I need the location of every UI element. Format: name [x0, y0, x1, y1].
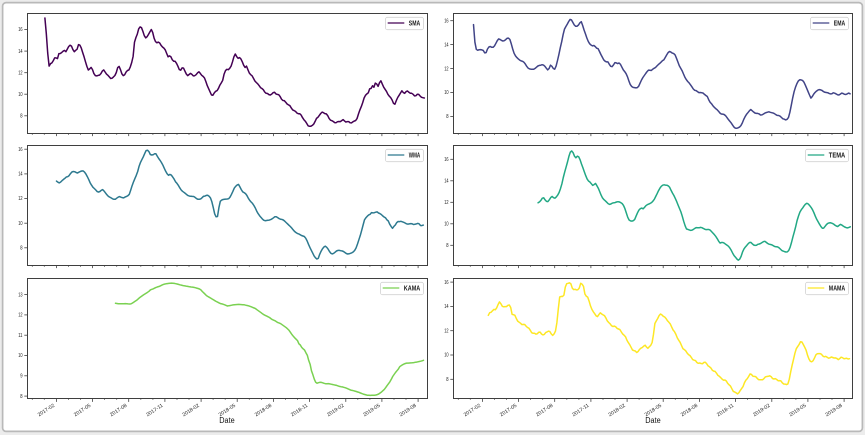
svg-text:10: 10: [18, 353, 22, 359]
svg-text:13: 13: [18, 292, 22, 298]
svg-text:14: 14: [444, 304, 448, 310]
svg-text:WMA: WMA: [409, 151, 420, 160]
svg-text:12: 12: [18, 313, 22, 319]
svg-text:12: 12: [444, 328, 448, 334]
svg-text:8: 8: [446, 114, 448, 120]
svg-text:8: 8: [20, 394, 22, 400]
svg-text:11: 11: [18, 333, 22, 339]
svg-text:12: 12: [18, 196, 22, 202]
svg-text:Date: Date: [219, 416, 235, 425]
svg-text:8: 8: [20, 114, 22, 120]
svg-text:KAMA: KAMA: [404, 284, 420, 293]
svg-text:14: 14: [444, 179, 448, 185]
svg-text:16: 16: [444, 18, 448, 24]
svg-text:10: 10: [444, 353, 448, 359]
svg-text:12: 12: [444, 200, 448, 206]
svg-text:16: 16: [18, 147, 22, 153]
svg-text:9: 9: [20, 374, 22, 380]
svg-text:10: 10: [18, 221, 22, 227]
svg-text:12: 12: [18, 70, 22, 76]
svg-text:8: 8: [446, 243, 448, 249]
svg-text:16: 16: [444, 157, 448, 163]
svg-text:8: 8: [446, 377, 448, 383]
svg-text:14: 14: [18, 49, 22, 55]
svg-text:Date: Date: [645, 416, 661, 425]
svg-text:12: 12: [444, 66, 448, 72]
svg-text:16: 16: [18, 27, 22, 33]
svg-text:14: 14: [18, 172, 22, 178]
svg-text:8: 8: [20, 246, 22, 252]
svg-text:16: 16: [444, 280, 448, 286]
svg-text:10: 10: [444, 222, 448, 228]
svg-text:10: 10: [18, 92, 22, 98]
svg-text:TEMA: TEMA: [829, 151, 845, 160]
svg-text:14: 14: [444, 42, 448, 48]
svg-text:SMA: SMA: [409, 19, 420, 28]
svg-text:10: 10: [444, 90, 448, 96]
svg-text:MAMA: MAMA: [829, 284, 845, 293]
svg-text:EMA: EMA: [834, 19, 845, 28]
